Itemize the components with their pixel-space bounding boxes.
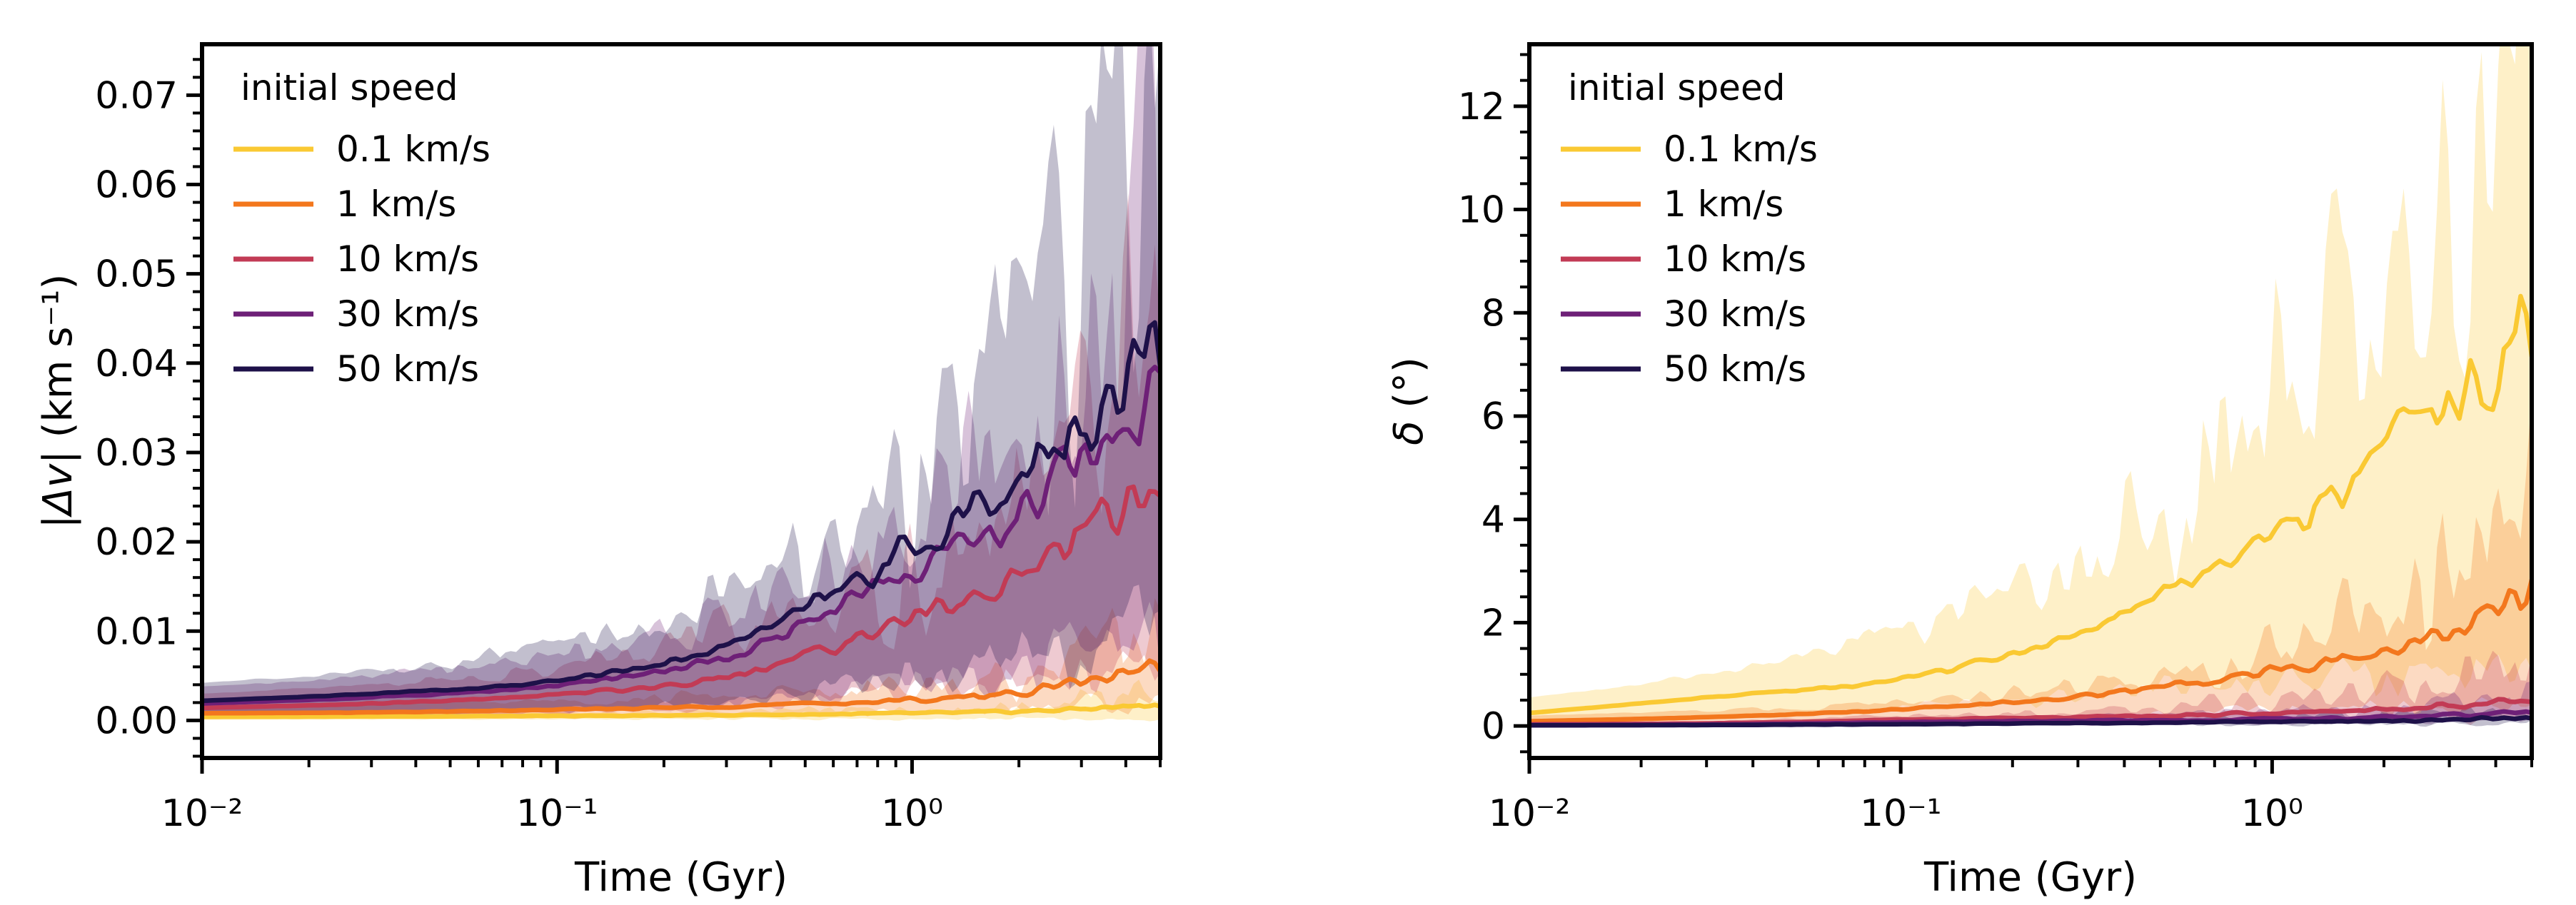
median-line-0-1-km-s — [1529, 293, 2532, 716]
legend-item-10-km-s: 10 km/s — [233, 238, 479, 280]
x-tick-label: 10⁻¹ — [1860, 792, 1941, 835]
legend-label: 1 km/s — [336, 183, 456, 225]
uncertainty-band-0-1-km-s — [1529, 44, 2532, 722]
y-tick-label: 0.07 — [95, 74, 178, 117]
legend-item-0-1-km-s: 0.1 km/s — [233, 128, 490, 170]
y-axis-label-unit: (°) — [1386, 357, 1432, 421]
y-tick-label: 0 — [1481, 705, 1505, 748]
y-tick-label: 0.04 — [95, 343, 178, 385]
panel-left: 10⁻² 10⁻¹ 10⁰ 0.00 0.01 0.02 0.03 0.04 0.05 0.06 0… — [35, 42, 1162, 901]
legend-title: initial speed — [241, 67, 458, 108]
x-tick-label: 10⁻¹ — [516, 792, 598, 835]
y-axis-label: δ (°) — [1386, 357, 1432, 445]
legend-item-50-km-s: 50 km/s — [1561, 348, 1806, 390]
y-tick-label: 8 — [1481, 292, 1505, 335]
uncertainty-band-30-km-s — [202, 44, 1160, 717]
legend-item-0-1-km-s: 0.1 km/s — [1561, 128, 1818, 170]
legend-title: initial speed — [1568, 67, 1785, 108]
y-tick-label: 12 — [1458, 86, 1505, 128]
legend-label: 50 km/s — [336, 348, 479, 390]
y-tick-label: 0.02 — [95, 521, 178, 564]
legend-item-30-km-s: 30 km/s — [1561, 293, 1806, 335]
y-axis-label-symbol: |Δv| — [35, 450, 81, 528]
x-tick-label: 10⁻² — [1489, 792, 1570, 835]
legend-item-50-km-s: 50 km/s — [233, 348, 479, 390]
x-axis-label: Time (Gyr) — [1923, 854, 2137, 901]
uncertainty-band-10-km-s — [202, 193, 1160, 717]
y-tick-label: 4 — [1481, 499, 1505, 542]
x-tick-label: 10⁻² — [161, 792, 243, 835]
legend-label: 10 km/s — [1664, 238, 1806, 280]
axes-spines — [200, 42, 1162, 760]
y-axis-label: |Δv| (km s⁻¹) — [35, 274, 81, 529]
y-axis-label-unit: (km s⁻¹) — [35, 274, 81, 450]
x-tick-label: 10⁰ — [881, 792, 943, 835]
legend-item-1-km-s: 1 km/s — [233, 183, 456, 225]
legend-label: 10 km/s — [336, 238, 479, 280]
x-tick-label: 10⁰ — [2241, 792, 2303, 835]
y-tick-label: 0.00 — [95, 699, 178, 742]
y-tick-label: 0.05 — [95, 253, 178, 296]
legend-label: 30 km/s — [336, 293, 479, 335]
uncertainty-band-50-km-s — [202, 44, 1160, 715]
legend-label: 0.1 km/s — [336, 128, 490, 170]
legend: initial speed 0.1 km/s 1 km/s 10 km/s 30 km/… — [233, 67, 490, 390]
panel-right: 10⁻² 10⁻¹ 10⁰ 0 2 4 6 8 10 12 Time (Gyr) δ (°) initi… — [1386, 42, 2534, 901]
legend-item-10-km-s: 10 km/s — [1561, 238, 1806, 280]
legend-item-1-km-s: 1 km/s — [1561, 183, 1783, 225]
axes-spines — [1527, 42, 2534, 760]
uncertainty-band-10-km-s — [1529, 650, 2532, 726]
uncertainty-band-1-km-s — [1529, 392, 2532, 724]
median-line-50-km-s — [202, 320, 1160, 704]
legend-label: 1 km/s — [1664, 183, 1783, 225]
median-line-30-km-s — [202, 364, 1160, 706]
y-tick-label: 2 — [1481, 602, 1505, 644]
legend-label: 30 km/s — [1664, 293, 1806, 335]
legend: initial speed 0.1 km/s 1 km/s 10 km/s 30 km/… — [1561, 67, 1818, 390]
legend-label: 50 km/s — [1664, 348, 1806, 390]
median-line-10-km-s — [202, 484, 1160, 711]
median-line-0-1-km-s — [202, 702, 1160, 719]
median-line-50-km-s — [1529, 714, 2532, 728]
x-axis-label: Time (Gyr) — [574, 854, 788, 901]
legend-label: 0.1 km/s — [1664, 128, 1818, 170]
median-line-1-km-s — [1529, 577, 2532, 724]
y-tick-label: 6 — [1481, 395, 1505, 438]
legend-item-30-km-s: 30 km/s — [233, 293, 479, 335]
y-axis-label-symbol: δ — [1386, 421, 1432, 445]
y-tick-label: 10 — [1458, 189, 1505, 232]
y-tick-label: 0.06 — [95, 163, 178, 206]
y-tick-label: 0.03 — [95, 432, 178, 475]
y-tick-label: 0.01 — [95, 610, 178, 653]
median-line-1-km-s — [202, 658, 1160, 716]
